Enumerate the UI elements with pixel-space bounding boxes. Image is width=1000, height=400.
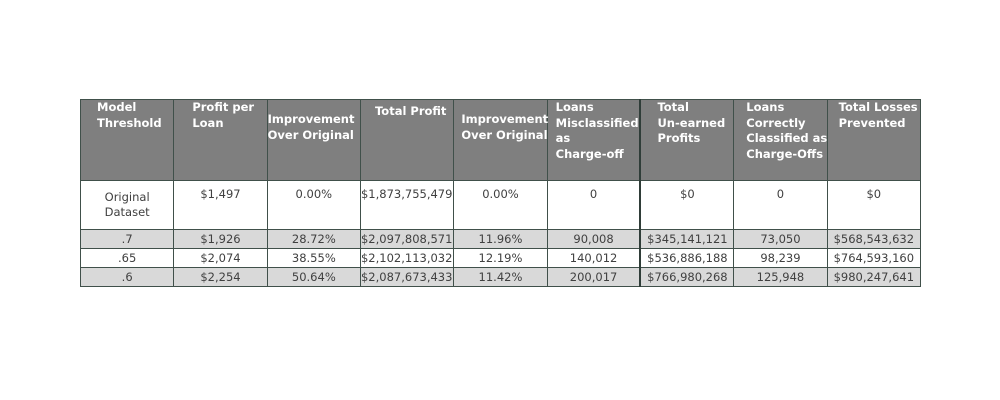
header-line: Un-earned	[657, 115, 726, 130]
header-line: Loans	[555, 100, 594, 114]
table-row-original-dataset: Original Dataset $1,497 0.00% $1,873,755…	[79, 180, 922, 230]
header-line: Loan	[192, 115, 224, 130]
cell-improvement: 0.00%	[266, 180, 361, 230]
table-row: .65 $2,074 38.55% $2,102,113,032 12.19% …	[79, 248, 922, 268]
header-line: Threshold	[97, 115, 162, 130]
cell-total-profit: $2,102,113,032	[359, 248, 455, 268]
cell-total-unearned-profits: $0	[639, 180, 735, 230]
cell-model-threshold: .6	[79, 267, 175, 287]
cell-total-losses-prevented: $764,593,160	[826, 248, 922, 268]
cell-profit-per-loan: $1,926	[173, 229, 268, 249]
header-line: Charge-Offs	[746, 146, 824, 161]
header-line: Loans	[746, 100, 785, 114]
cell-improvement-2: 11.96%	[453, 229, 548, 249]
threshold-comparison-table: Model Threshold Profit per Loan Improvem…	[79, 99, 922, 287]
header-line: Charge-off	[555, 146, 624, 161]
cell-profit-per-loan: $1,497	[173, 180, 268, 230]
header-line: Prevented	[838, 115, 906, 130]
cell-profit-per-loan: $2,254	[173, 267, 268, 287]
header-improvement-over-original: Improvement Over Original	[266, 99, 361, 181]
cell-loans-misclassified: 200,017	[546, 267, 641, 287]
cell-total-unearned-profits: $536,886,188	[639, 248, 735, 268]
header-loans-correctly-classified: Loans Correctly Classified as Charge-Off…	[733, 99, 828, 181]
header-row: Model Threshold Profit per Loan Improvem…	[79, 99, 922, 181]
header-total-losses-prevented: Total Losses Prevented	[826, 99, 922, 181]
header-model-threshold: Model Threshold	[79, 99, 175, 181]
cell-total-losses-prevented: $568,543,632	[826, 229, 922, 249]
header-line: Over Original	[267, 127, 354, 142]
table-body: Original Dataset $1,497 0.00% $1,873,755…	[79, 180, 922, 287]
cell-loans-correctly-classified: 98,239	[733, 248, 828, 268]
table-header: Model Threshold Profit per Loan Improvem…	[79, 99, 922, 181]
cell-total-unearned-profits: $345,141,121	[639, 229, 735, 249]
header-total-profit: Total Profit	[359, 99, 455, 181]
header-line: Improvement	[267, 112, 355, 126]
cell-improvement-2: 0.00%	[453, 180, 548, 230]
cell-loans-correctly-classified: 125,948	[733, 267, 828, 287]
header-line: Profit per	[192, 100, 255, 114]
cell-line: Dataset	[104, 205, 150, 219]
cell-total-losses-prevented: $980,247,641	[826, 267, 922, 287]
header-line: Classified as	[746, 131, 828, 145]
cell-total-unearned-profits: $766,980,268	[639, 267, 735, 287]
cell-loans-correctly-classified: 0	[733, 180, 828, 230]
cell-improvement-2: 11.42%	[453, 267, 548, 287]
header-line: Total Profit	[374, 104, 447, 118]
table-row: .6 $2,254 50.64% $2,087,673,433 11.42% 2…	[79, 267, 922, 287]
cell-improvement: 50.64%	[266, 267, 361, 287]
cell-improvement: 38.55%	[266, 248, 361, 268]
header-improvement-over-original-2: Improvement Over Original	[453, 99, 549, 181]
header-loans-misclassified: Loans Misclassified as Charge-off	[546, 99, 641, 181]
header-profit-per-loan: Profit per Loan	[173, 99, 268, 181]
cell-loans-misclassified: 140,012	[546, 248, 641, 268]
cell-model-threshold: .7	[79, 229, 175, 249]
cell-model-threshold: .65	[79, 248, 175, 268]
cell-total-losses-prevented: $0	[826, 180, 922, 230]
cell-loans-misclassified: 0	[546, 180, 641, 230]
cell-total-profit: $2,097,808,571	[359, 229, 455, 249]
header-line: Model	[97, 100, 137, 114]
header-line: Total Losses	[838, 100, 918, 114]
header-line: Correctly	[746, 115, 806, 130]
cell-loans-correctly-classified: 73,050	[733, 229, 828, 249]
cell-total-profit: $1,873,755,479	[359, 180, 455, 230]
cell-line: Original	[104, 190, 150, 204]
cell-model-threshold: Original Dataset	[79, 180, 175, 230]
cell-profit-per-loan: $2,074	[173, 248, 268, 268]
cell-total-profit: $2,087,673,433	[359, 267, 455, 287]
cell-loans-misclassified: 90,008	[546, 229, 641, 249]
header-line: Improvement	[461, 112, 549, 126]
cell-improvement: 28.72%	[266, 229, 361, 249]
header-line: Over Original	[461, 127, 548, 142]
cell-improvement-2: 12.19%	[453, 248, 548, 268]
header-line: Misclassified	[555, 115, 639, 130]
header-total-unearned-profits: Total Un-earned Profits	[639, 99, 735, 181]
header-line: Profits	[657, 131, 701, 145]
table-row: .7 $1,926 28.72% $2,097,808,571 11.96% 9…	[79, 229, 922, 249]
header-line: as	[555, 131, 571, 145]
header-line: Total	[657, 100, 689, 114]
